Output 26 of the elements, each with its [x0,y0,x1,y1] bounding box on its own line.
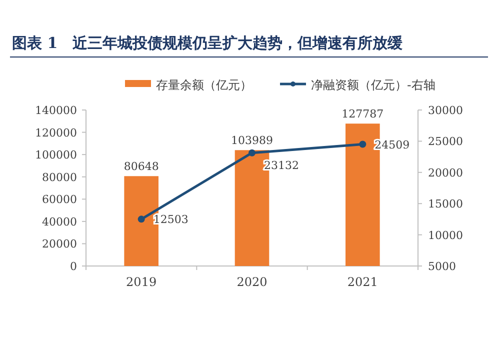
y-tick-label: 20000 [42,238,77,251]
x-tick-label: 2021 [347,275,378,289]
y-tick-label: 120000 [35,126,77,140]
y-tick-label: 60000 [42,193,77,206]
chart-title: 图表 1 近三年城投债规模仍呈扩大趋势，但增速有所放缓 [12,34,404,52]
data-label: 80648 [124,160,159,174]
y2-tick-label: 10000 [428,228,463,242]
y-tick-label: 80000 [42,170,77,184]
legend-label: 存量余额（亿元） [156,78,252,92]
point [248,149,256,156]
point [359,140,366,148]
y2-tick-label: 20000 [428,166,463,180]
x-tick-label: 2019 [126,275,157,289]
data-label: 103989 [231,134,273,148]
y-tick-label: 40000 [42,215,77,228]
y2-tick-label: 30000 [428,104,463,117]
y-tick-label: 100000 [35,148,77,162]
data-label: 127787 [342,108,384,121]
point [138,216,145,223]
y-tick-label: 0 [70,260,77,273]
y2-tick-label: 15000 [428,198,463,211]
y2-tick-label: 25000 [428,135,463,148]
y-tick-label: 140000 [35,104,77,117]
y2-tick-label: 5000 [428,260,456,273]
legend-label: 净融资额（亿元）-右轴 [311,78,436,92]
x-tick-label: 2020 [236,275,268,289]
